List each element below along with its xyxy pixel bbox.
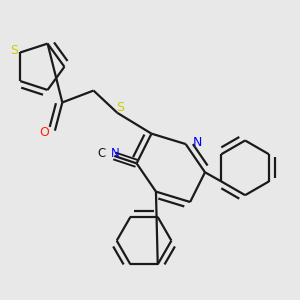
- Text: S: S: [10, 44, 18, 57]
- Text: O: O: [40, 126, 50, 139]
- Text: C: C: [97, 147, 105, 160]
- Text: N: N: [111, 147, 119, 160]
- Text: S: S: [116, 101, 124, 114]
- Text: N: N: [193, 136, 203, 149]
